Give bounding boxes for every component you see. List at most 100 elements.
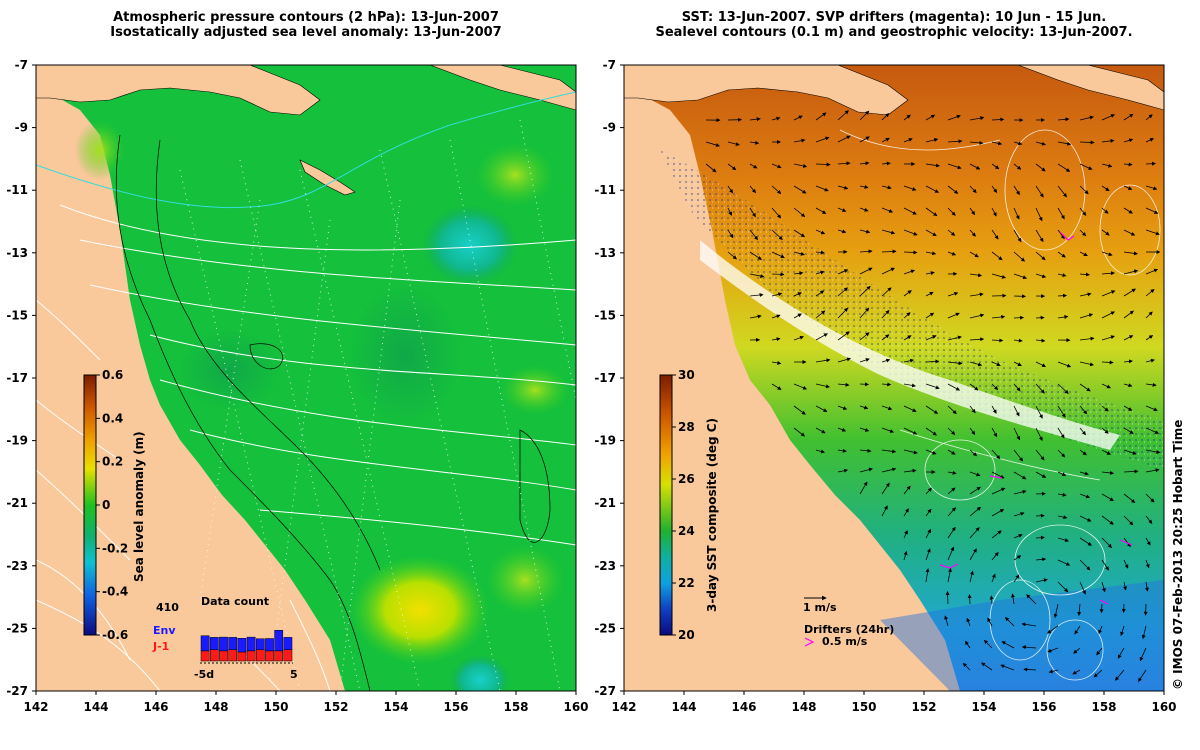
velocity-arrow [1013,512,1025,517]
velocity-arrow [815,250,825,255]
right-title-line-1: SST: 13-Jun-2007. SVP drifters (magenta)… [681,10,1107,25]
velocity-arrow [815,270,825,275]
velocity-arrow [815,136,830,143]
velocity-arrow [1101,427,1109,434]
left-title-line-2: Isostatically adjusted sea level anomaly… [110,25,502,40]
velocity-arrow [925,207,938,217]
velocity-arrow [1123,113,1134,121]
velocity-arrow [793,163,808,168]
velocity-arrow [837,357,851,363]
velocity-arrow [837,448,847,453]
velocity-arrow [793,292,802,297]
velocity-arrow [903,427,918,435]
velocity-arrow [771,251,785,259]
velocity-arrow [1101,581,1106,593]
velocity-arrow [859,481,868,495]
velocity-arrow [969,527,980,539]
velocity-arrow [1101,163,1113,168]
velocity-arrow [991,427,998,438]
velocity-arrow [1079,361,1095,367]
velocity-arrow [903,508,909,517]
velocity-arrow [881,185,892,190]
velocity-arrow [991,163,1000,170]
velocity-arrow [903,405,917,412]
velocity-arrow [881,334,890,341]
velocity-arrow [1057,273,1067,278]
lon-tick-label: 146 [731,700,756,714]
velocity-arrow [705,141,720,147]
velocity-arrow [947,335,962,341]
env-bar [265,638,274,652]
velocity-arrow [859,427,870,432]
velocity-arrow [1013,383,1021,392]
velocity-arrow [947,163,962,170]
velocity-arrow [1013,338,1023,343]
velocity-arrow [1057,117,1070,122]
velocity-arrow [991,273,1007,279]
velocity-arrow [1057,315,1069,319]
lat-tick-label: -23 [594,559,616,573]
velocity-arrow [1123,493,1136,504]
sst-cool-water [880,580,1164,691]
sla-blob [75,120,125,180]
velocity-arrow [727,229,734,239]
velocity-arrow [1057,207,1065,220]
velocity-arrow [749,163,758,169]
png-land [36,65,321,116]
velocity-arrow [903,114,911,121]
velocity-arrow [925,138,939,143]
velocity-arrow [859,358,870,363]
lat-tick-label: -15 [594,308,616,322]
velocity-arrow [815,449,825,454]
velocity-arrow [969,140,984,145]
velocity-arrow [903,550,908,561]
velocity-arrow [1021,645,1037,650]
velocity-arrow [991,551,999,561]
velocity-arrow [749,273,765,279]
velocity-arrow [1123,581,1127,591]
velocity-arrow [991,117,1005,122]
velocity-arrow [903,335,912,341]
velocity-arrow [966,617,971,627]
colorbar-tick-label: 0 [102,498,110,512]
velocity-arrow [1035,338,1046,343]
data-count-bars [200,630,293,662]
velocity-arrow [881,467,897,473]
velocity-arrow [925,405,939,414]
velocity-arrow [727,163,737,171]
velocity-arrow [771,360,782,365]
velocity-arrow [881,482,890,495]
velocity-arrow [881,249,897,254]
lat-tick-label: -21 [6,496,28,510]
right-map-title: SST: 13-Jun-2007. SVP drifters (magenta)… [624,10,1164,40]
velocity-arrow [969,486,981,495]
velocity-arrow [771,207,782,219]
sla-blob [475,143,555,207]
velocity-arrow [1101,311,1116,319]
velocity-arrow [925,383,940,390]
velocity-arrow [1035,273,1047,278]
j1-bar [283,649,293,662]
velocity-arrow [859,467,873,473]
velocity-arrow [969,337,985,342]
j1-bar [274,650,284,662]
env-bar [255,638,265,650]
velocity-arrow [944,615,949,627]
velocity-arrow [947,229,956,236]
velocity-arrow [947,207,956,216]
velocity-arrow [1123,359,1133,364]
drifter-speed-label: 0.5 m/s [822,635,868,648]
velocity-arrow [1145,358,1155,363]
velocity-arrow [859,405,869,410]
velocity-arrow [1101,449,1112,455]
velocity-arrow [1079,515,1092,522]
sst-cloud-mask [700,240,1120,450]
velocity-arrow [969,163,981,170]
velocity-arrow [991,141,1003,146]
velocity-arrow [1123,288,1136,297]
lon-tick-label: 144 [671,700,696,714]
velocity-arrow [1123,229,1136,236]
velocity-arrow [991,509,1005,517]
velocity-arrow [1079,313,1094,319]
velocity-arrow [1079,229,1087,237]
